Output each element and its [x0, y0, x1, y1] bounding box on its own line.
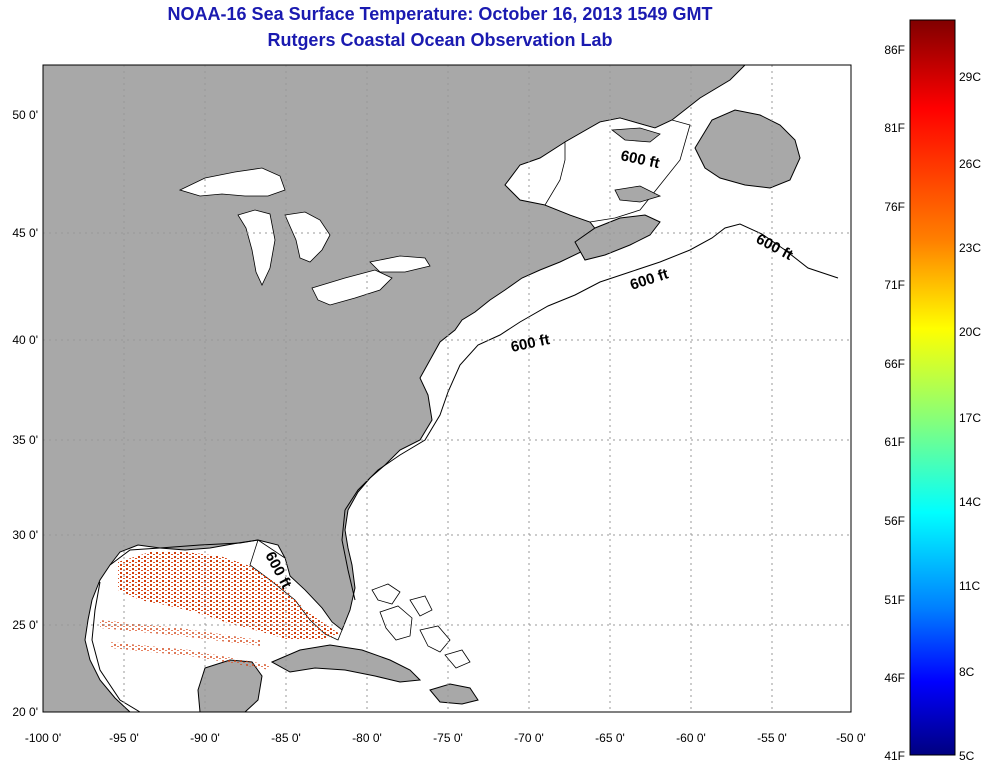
colorbar-c-label: 23C [959, 241, 981, 255]
colorbar-c-label: 17C [959, 411, 981, 425]
lon-tick-label: -70 0' [514, 731, 544, 745]
sst-data-streaks [100, 620, 270, 670]
graticule [43, 65, 851, 712]
yucatan-land [197, 659, 263, 712]
colorbar-c-label: 26C [959, 157, 981, 171]
map-frame [42, 64, 852, 713]
tick-labels: 50 0' 45 0' 40 0' 35 0' 30 0' 25 0' 20 0' -100 … [12, 108, 865, 745]
colorbar-f-label: 86F [884, 43, 905, 57]
colorbar-f-label: 81F [884, 121, 905, 135]
lat-tick-label: 50 0' [12, 108, 38, 122]
colorbar-f-label: 66F [884, 357, 905, 371]
lat-tick-label: 35 0' [12, 433, 38, 447]
lon-tick-label: -55 0' [757, 731, 787, 745]
gulf-islands-land [610, 127, 662, 203]
colorbar-f-label: 76F [884, 200, 905, 214]
lat-tick-label: 25 0' [12, 618, 38, 632]
lat-tick-label: 20 0' [12, 705, 38, 719]
bahamas-islands [371, 583, 471, 669]
lon-tick-label: -100 0' [25, 731, 61, 745]
nova-scotia-land [574, 214, 661, 261]
lon-tick-label: -80 0' [352, 731, 382, 745]
colorbar-f-label: 61F [884, 435, 905, 449]
cuba-land [270, 644, 422, 683]
lat-tick-label: 40 0' [12, 333, 38, 347]
lat-tick-label: 45 0' [12, 226, 38, 240]
colorbar: 86F 81F 76F 71F 66F 61F 56F 51F 46F 41F 29C 26C 23C 2… [884, 19, 981, 763]
colorbar-c-label: 20C [959, 325, 981, 339]
colorbar-f-label: 46F [884, 671, 905, 685]
colorbar-c-label: 11C [959, 579, 980, 593]
hispaniola-land [429, 683, 479, 705]
lon-tick-label: -75 0' [433, 731, 463, 745]
great-lakes [178, 167, 431, 306]
newfoundland-land [694, 109, 801, 189]
map-subtitle: Rutgers Coastal Ocean Observation Lab [267, 30, 613, 50]
sst-data-patch [118, 552, 340, 640]
colorbar-f-label: 71F [884, 278, 905, 292]
lat-tick-label: 30 0' [12, 528, 38, 542]
lon-tick-label: -95 0' [109, 731, 139, 745]
colorbar-c-label: 14C [959, 495, 981, 509]
colorbar-c-label: 5C [959, 749, 975, 763]
colorbar-f-label: 56F [884, 514, 905, 528]
lon-tick-label: -60 0' [676, 731, 706, 745]
colorbar-f-label: 51F [884, 593, 905, 607]
colorbar-gradient [909, 19, 956, 756]
isobath-600ft [91, 223, 839, 712]
colorbar-c-label: 8C [959, 665, 975, 679]
colorbar-c-label: 29C [959, 70, 981, 84]
lon-tick-label: -90 0' [190, 731, 220, 745]
map-title: NOAA-16 Sea Surface Temperature: October… [167, 4, 713, 24]
lon-tick-label: -85 0' [271, 731, 301, 745]
lon-tick-label: -65 0' [595, 731, 625, 745]
colorbar-f-label: 41F [884, 749, 905, 763]
lon-tick-label: -50 0' [836, 731, 866, 745]
